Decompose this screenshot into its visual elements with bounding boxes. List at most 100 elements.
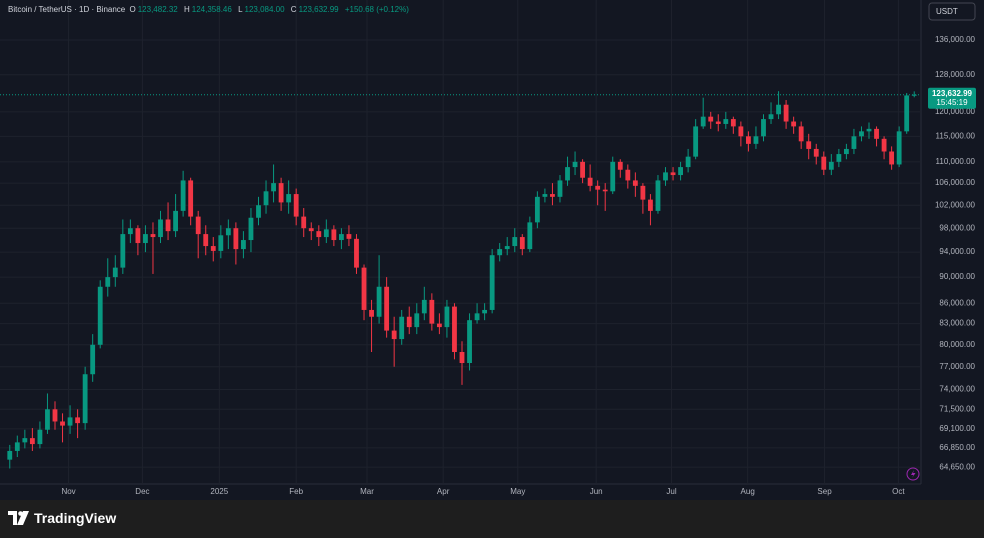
candle [376, 255, 382, 324]
candle-body [678, 167, 683, 176]
candle-body [836, 154, 842, 162]
candle-body [158, 219, 163, 238]
x-tick-label: Dec [135, 487, 149, 496]
currency-label[interactable]: USDT [936, 7, 958, 16]
candle-body [210, 246, 216, 251]
candle-body [338, 234, 344, 241]
candle [881, 136, 887, 160]
candle [565, 156, 570, 186]
candle [866, 122, 872, 139]
price-tag [928, 87, 976, 109]
candle-body [22, 438, 28, 443]
candle [700, 97, 706, 129]
candle-body [218, 235, 224, 251]
candle [135, 225, 141, 256]
logo[interactable]: TradingView [8, 510, 116, 526]
candle [225, 219, 231, 250]
candle-body [798, 126, 804, 142]
candle [406, 306, 412, 335]
candle-body [859, 131, 864, 137]
candle-body [542, 194, 548, 197]
x-tick-label: Feb [289, 487, 303, 496]
candle-body [346, 234, 352, 239]
candle-body [225, 228, 231, 236]
candle [301, 208, 307, 238]
candle-body [700, 116, 706, 127]
candle-body [67, 417, 73, 426]
candle [776, 91, 781, 120]
candle-body [904, 95, 910, 132]
candle [761, 114, 766, 142]
candle-body [90, 344, 96, 375]
candle-body [384, 286, 390, 331]
currency-button[interactable] [928, 2, 976, 21]
candle-body [29, 438, 35, 445]
low-label: L [238, 5, 243, 14]
candle-body [278, 183, 284, 203]
candle-body [746, 136, 751, 144]
candle-body [406, 316, 412, 328]
candle [263, 180, 269, 214]
candle-body [655, 180, 661, 211]
low-value: 123,084.00 [244, 5, 285, 14]
y-tick-label: 102,000.00 [935, 200, 976, 209]
candle [452, 303, 457, 360]
candle-body [421, 299, 427, 314]
x-tick-label: Jun [590, 487, 603, 496]
candle-body [316, 231, 322, 238]
x-tick-label: Apr [437, 487, 450, 496]
candle-body [467, 320, 472, 364]
candle [889, 146, 895, 170]
candle-body [45, 409, 50, 430]
x-tick-label: Mar [360, 487, 374, 496]
candle-body [504, 246, 510, 250]
candle [821, 151, 827, 176]
candle-body [143, 234, 148, 244]
candle [165, 202, 171, 241]
candle [90, 334, 96, 382]
candle-body [550, 194, 555, 197]
candle [467, 313, 472, 371]
candle-body [241, 240, 246, 250]
candle-body [414, 313, 420, 328]
candle [316, 225, 322, 247]
candle [512, 228, 518, 253]
candle-body [271, 183, 276, 192]
candle [843, 143, 849, 160]
candle-body [150, 234, 156, 238]
candle [904, 93, 910, 134]
candle [874, 126, 879, 147]
y-tick-label: 80,000.00 [939, 340, 975, 349]
candle-body [323, 229, 329, 238]
candle [542, 188, 548, 203]
y-tick-label: 98,000.00 [939, 223, 975, 232]
candle-body [308, 228, 314, 232]
candle-body [203, 234, 209, 247]
candle [414, 303, 420, 335]
candle-body [120, 234, 126, 268]
alert-icon[interactable] [906, 467, 920, 481]
candle [791, 116, 797, 134]
candle [75, 409, 81, 439]
candle [14, 435, 20, 458]
candle-body [248, 217, 254, 241]
candle [399, 309, 405, 345]
y-tick-label: 74,000.00 [939, 385, 975, 394]
candle [256, 196, 261, 226]
candle-body [866, 128, 872, 132]
candle [738, 121, 744, 147]
grid [0, 0, 921, 484]
candle-body [391, 330, 397, 340]
candle [188, 177, 194, 226]
candle [278, 177, 284, 211]
candle [7, 444, 13, 469]
symbol-name: Bitcoin / TetherUS · 1D · Binance [8, 5, 126, 14]
candle-body [602, 189, 608, 192]
candle-body [813, 148, 819, 157]
candle-body [37, 429, 43, 445]
candle [798, 121, 804, 149]
candle [859, 126, 864, 142]
candle-body [263, 191, 269, 206]
candle [331, 225, 337, 247]
